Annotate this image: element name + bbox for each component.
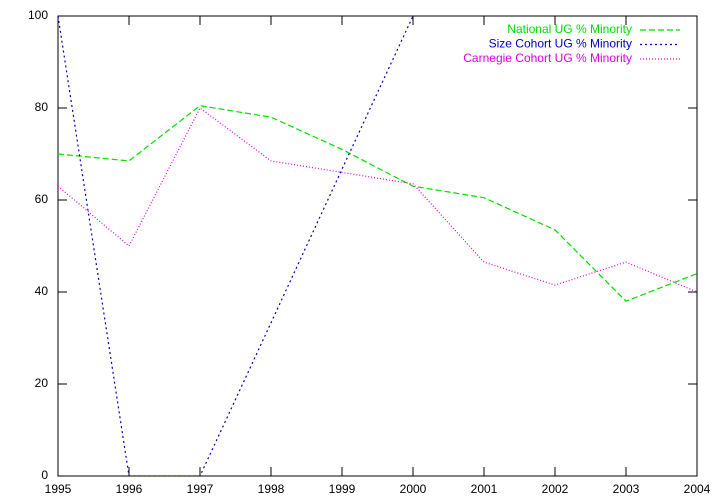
series-line	[58, 105, 697, 302]
y-tick-label: 0	[41, 468, 48, 482]
x-tick-label: 1995	[45, 482, 72, 496]
y-tick-label: 20	[35, 376, 49, 390]
x-tick-label: 1998	[258, 482, 285, 496]
x-tick-label: 1999	[329, 482, 356, 496]
x-tick-label: 2001	[471, 482, 498, 496]
legend-label: National UG % Minority	[507, 22, 632, 36]
series-line	[58, 107, 697, 293]
y-tick-label: 60	[35, 192, 49, 206]
y-tick-label: 40	[35, 284, 49, 298]
plot-border	[57, 15, 698, 477]
y-tick-label: 80	[35, 100, 49, 114]
x-tick-label: 2004	[684, 482, 711, 496]
series-line	[58, 16, 414, 476]
y-tick-label: 100	[28, 8, 48, 22]
x-tick-label: 1996	[116, 482, 143, 496]
legend-label: Carnegie Cohort UG % Minority	[463, 51, 632, 65]
x-tick-label: 2003	[613, 482, 640, 496]
legend-label: Size Cohort UG % Minority	[489, 37, 632, 51]
x-tick-label: 2002	[542, 482, 569, 496]
x-tick-label: 1997	[187, 482, 214, 496]
x-tick-label: 2000	[400, 482, 427, 496]
plot-area	[58, 16, 697, 476]
